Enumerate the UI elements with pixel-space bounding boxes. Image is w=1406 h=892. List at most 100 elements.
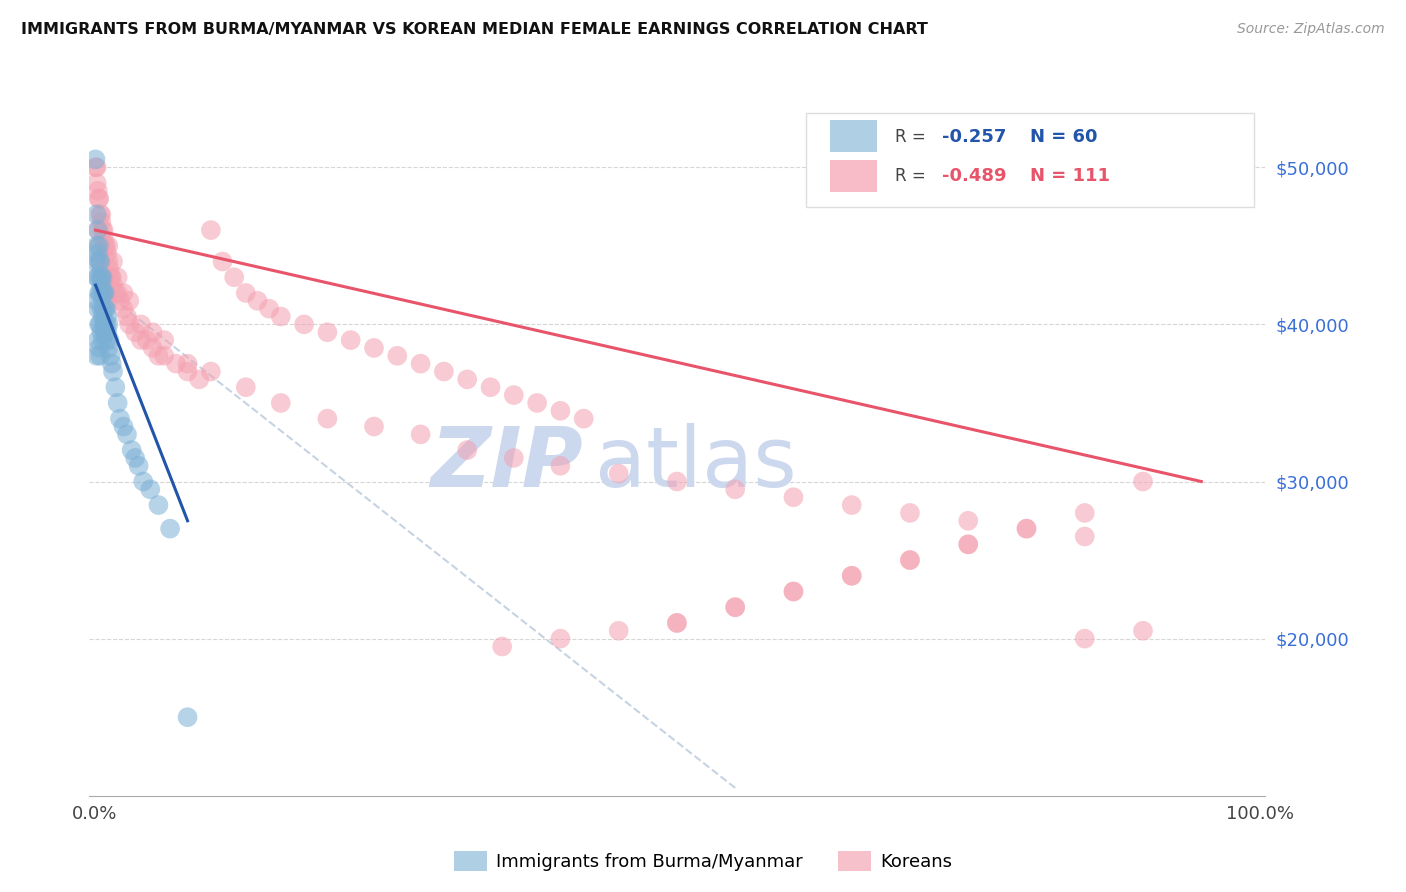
Point	[1074, 506, 1097, 520]
Point	[87, 285, 110, 300]
Point	[363, 341, 385, 355]
Point	[94, 239, 117, 253]
Point	[121, 443, 143, 458]
Point	[87, 192, 110, 206]
Point	[94, 301, 117, 316]
Point	[89, 270, 111, 285]
Point	[100, 270, 122, 285]
Point	[550, 632, 572, 646]
Point	[118, 293, 141, 308]
Point	[607, 467, 630, 481]
Point	[104, 285, 127, 300]
Point	[387, 349, 409, 363]
Legend: Immigrants from Burma/Myanmar, Koreans: Immigrants from Burma/Myanmar, Koreans	[447, 844, 959, 879]
Point	[957, 537, 980, 551]
Point	[87, 223, 110, 237]
Point	[101, 254, 124, 268]
Point	[94, 333, 117, 347]
Point	[86, 270, 108, 285]
Point	[97, 254, 120, 268]
Point	[257, 301, 280, 316]
Point	[90, 325, 112, 339]
Point	[724, 600, 747, 615]
Point	[97, 341, 120, 355]
Point	[112, 419, 135, 434]
Point	[87, 318, 110, 332]
Point	[94, 325, 117, 339]
Point	[200, 223, 222, 237]
Point	[107, 396, 129, 410]
Point	[409, 357, 432, 371]
Point	[90, 207, 112, 221]
Point	[235, 285, 257, 300]
Point	[142, 341, 165, 355]
Point	[224, 270, 246, 285]
Point	[84, 161, 107, 175]
Point	[1074, 529, 1097, 543]
Point	[86, 293, 108, 308]
Point	[409, 427, 432, 442]
Point	[176, 365, 198, 379]
Point	[139, 483, 162, 497]
Point	[87, 184, 110, 198]
Point	[724, 600, 747, 615]
Point	[108, 293, 131, 308]
Point	[270, 310, 292, 324]
Point	[898, 553, 921, 567]
Point	[1015, 522, 1038, 536]
Point	[550, 404, 572, 418]
Point	[502, 388, 524, 402]
Point	[91, 223, 114, 237]
Point	[104, 380, 127, 394]
Point	[433, 365, 456, 379]
Point	[87, 246, 110, 260]
Point	[91, 310, 114, 324]
Point	[89, 285, 111, 300]
Point	[132, 475, 155, 489]
Point	[87, 223, 110, 237]
Point	[1132, 475, 1154, 489]
Point	[101, 357, 124, 371]
Point	[86, 161, 108, 175]
Point	[159, 522, 181, 536]
Bar	[830, 120, 877, 153]
Point	[456, 443, 478, 458]
Point	[841, 568, 863, 582]
Point	[129, 333, 152, 347]
Point	[115, 310, 138, 324]
Point	[94, 285, 117, 300]
Point	[526, 396, 548, 410]
Point	[107, 270, 129, 285]
Text: N = 111: N = 111	[1031, 168, 1109, 186]
Point	[96, 310, 118, 324]
Point	[118, 318, 141, 332]
Point	[91, 270, 114, 285]
Point	[93, 223, 115, 237]
Point	[188, 372, 211, 386]
Point	[94, 318, 117, 332]
Text: R =: R =	[894, 168, 931, 186]
Text: atlas: atlas	[595, 423, 796, 504]
Point	[176, 357, 198, 371]
Point	[94, 278, 117, 293]
Point	[87, 301, 110, 316]
Point	[115, 427, 138, 442]
Point	[87, 192, 110, 206]
Point	[97, 318, 120, 332]
Point	[782, 584, 804, 599]
Point	[128, 458, 150, 473]
Point	[100, 349, 122, 363]
Point	[90, 270, 112, 285]
Point	[211, 254, 233, 268]
Text: IMMIGRANTS FROM BURMA/MYANMAR VS KOREAN MEDIAN FEMALE EARNINGS CORRELATION CHART: IMMIGRANTS FROM BURMA/MYANMAR VS KOREAN …	[21, 22, 928, 37]
Point	[665, 475, 688, 489]
Point	[101, 365, 124, 379]
Point	[87, 333, 110, 347]
Point	[898, 553, 921, 567]
Point	[1132, 624, 1154, 638]
Point	[93, 270, 115, 285]
Bar	[807, 112, 1254, 207]
Point	[270, 396, 292, 410]
Point	[86, 239, 108, 253]
Point	[550, 458, 572, 473]
